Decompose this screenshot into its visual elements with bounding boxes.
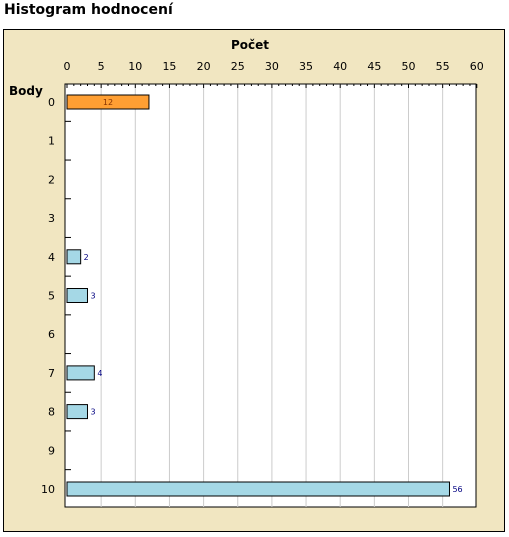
x-tick-label: 25: [231, 60, 245, 73]
bar-value-label: 12: [103, 98, 113, 107]
y-axis-title: Body: [9, 84, 43, 98]
bar: [66, 481, 450, 497]
x-axis-ticks: 0 5 10 15 20 25 30 35 40 45 50 55 60: [64, 60, 484, 88]
bar-value-label: 4: [97, 369, 102, 378]
y-tick-label: 9: [48, 444, 55, 457]
y-axis-ticks: 0 1 2 3 4 5 6 7 8 9 10: [41, 96, 71, 496]
y-tick-label: 4: [48, 251, 55, 264]
y-tick-label: 6: [48, 328, 55, 341]
x-tick-label: 35: [299, 60, 313, 73]
y-tick-label: 0: [48, 96, 55, 109]
x-tick-label: 60: [470, 60, 484, 73]
x-tick-label: 5: [98, 60, 105, 73]
x-tick-label: 15: [162, 60, 176, 73]
x-tick-label: 50: [402, 60, 416, 73]
x-tick-label: 55: [436, 60, 450, 73]
y-tick-label: 7: [48, 367, 55, 380]
bar: [66, 94, 150, 110]
bar-value-label: 3: [90, 292, 95, 301]
grid-lines: [100, 84, 444, 507]
x-tick-label: 45: [367, 60, 381, 73]
y-tick-label: 1: [48, 135, 55, 148]
page-title: Histogram hodnocení: [4, 2, 173, 18]
bar-value-label: 56: [452, 485, 462, 494]
bar-value-label: 2: [84, 253, 89, 262]
x-axis-title: Počet: [231, 38, 269, 52]
y-tick-label: 5: [48, 290, 55, 303]
y-tick-label: 3: [48, 212, 55, 225]
bar: [66, 365, 95, 381]
bar: [66, 404, 88, 420]
bar: [66, 288, 88, 303]
x-tick-label: 20: [197, 60, 211, 73]
x-tick-label: 40: [333, 60, 347, 73]
plot-area: [64, 83, 477, 508]
bar-value-label: 3: [90, 408, 95, 417]
x-tick-label: 0: [64, 60, 71, 73]
y-tick-label: 2: [48, 173, 55, 186]
x-tick-label: 30: [265, 60, 279, 73]
y-tick-label: 8: [48, 406, 55, 419]
x-tick-label: 10: [128, 60, 142, 73]
y-tick-label: 10: [41, 483, 55, 496]
bars: 12 2 3 4 3 56: [66, 94, 463, 497]
bar: [66, 249, 82, 265]
